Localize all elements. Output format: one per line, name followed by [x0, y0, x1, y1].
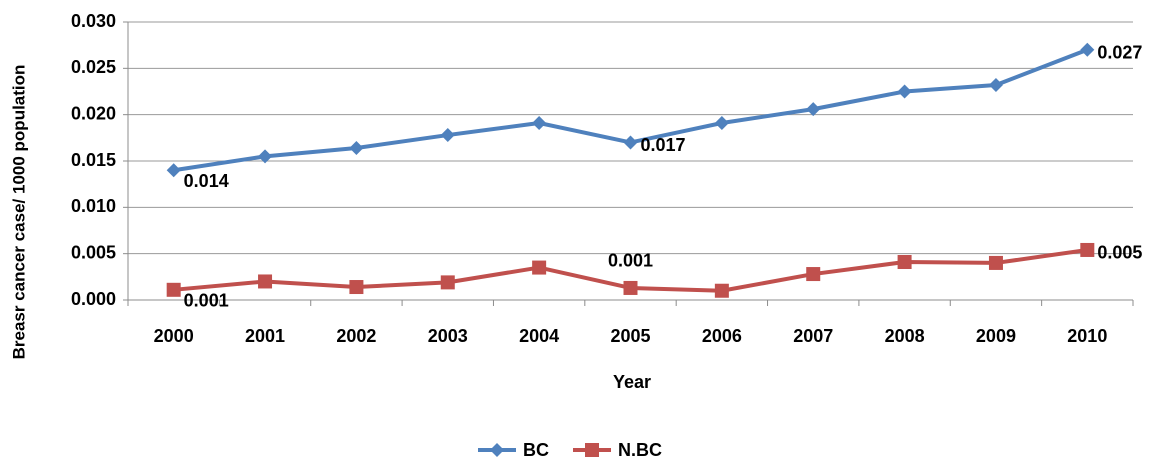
- y-tick-label: 0.015: [71, 150, 116, 170]
- data-label: 0.017: [641, 135, 686, 155]
- data-point: [623, 280, 638, 295]
- data-label: 0.005: [1097, 243, 1142, 263]
- x-tick-label: 2000: [154, 326, 194, 346]
- x-axis-title: Year: [613, 372, 651, 392]
- data-point: [714, 283, 729, 298]
- data-point: [1080, 42, 1095, 57]
- data-point: [440, 128, 455, 143]
- data-point: [806, 267, 821, 282]
- x-tick-label: 2005: [610, 326, 650, 346]
- legend-marker: [585, 443, 599, 457]
- y-tick-label: 0.020: [71, 103, 116, 123]
- data-point: [623, 135, 638, 150]
- legend-label: N.BC: [618, 440, 662, 460]
- data-point: [988, 255, 1003, 270]
- data-point: [532, 260, 547, 275]
- x-tick-label: 2004: [519, 326, 559, 346]
- data-point: [897, 255, 912, 270]
- data-point: [440, 275, 455, 290]
- y-tick-label: 0.005: [71, 242, 116, 262]
- data-point: [714, 116, 729, 131]
- data-point: [532, 116, 547, 131]
- data-point: [166, 163, 181, 178]
- data-label: 0.001: [608, 251, 653, 271]
- legend-label: BC: [523, 440, 549, 460]
- data-point: [258, 149, 273, 164]
- x-tick-label: 2009: [976, 326, 1016, 346]
- x-tick-label: 2010: [1067, 326, 1107, 346]
- y-tick-label: 0.000: [71, 289, 116, 309]
- data-label: 0.014: [184, 171, 229, 191]
- data-point: [1080, 242, 1095, 257]
- x-tick-label: 2008: [885, 326, 925, 346]
- legend-marker: [490, 443, 504, 457]
- data-point: [258, 274, 273, 289]
- x-tick-label: 2002: [336, 326, 376, 346]
- data-point: [897, 84, 912, 99]
- y-tick-label: 0.030: [71, 11, 116, 31]
- data-point: [166, 282, 181, 297]
- y-tick-label: 0.010: [71, 196, 116, 216]
- data-point: [349, 280, 364, 295]
- y-tick-label: 0.025: [71, 57, 116, 77]
- data-point: [988, 78, 1003, 93]
- data-point: [806, 102, 821, 117]
- x-tick-label: 2001: [245, 326, 285, 346]
- x-tick-label: 2006: [702, 326, 742, 346]
- y-axis-title: Breasr cancer case/ 1000 population: [9, 65, 28, 360]
- x-tick-label: 2003: [428, 326, 468, 346]
- data-label: 0.001: [184, 291, 229, 311]
- data-label: 0.027: [1097, 43, 1142, 63]
- x-tick-label: 2007: [793, 326, 833, 346]
- data-point: [349, 141, 364, 156]
